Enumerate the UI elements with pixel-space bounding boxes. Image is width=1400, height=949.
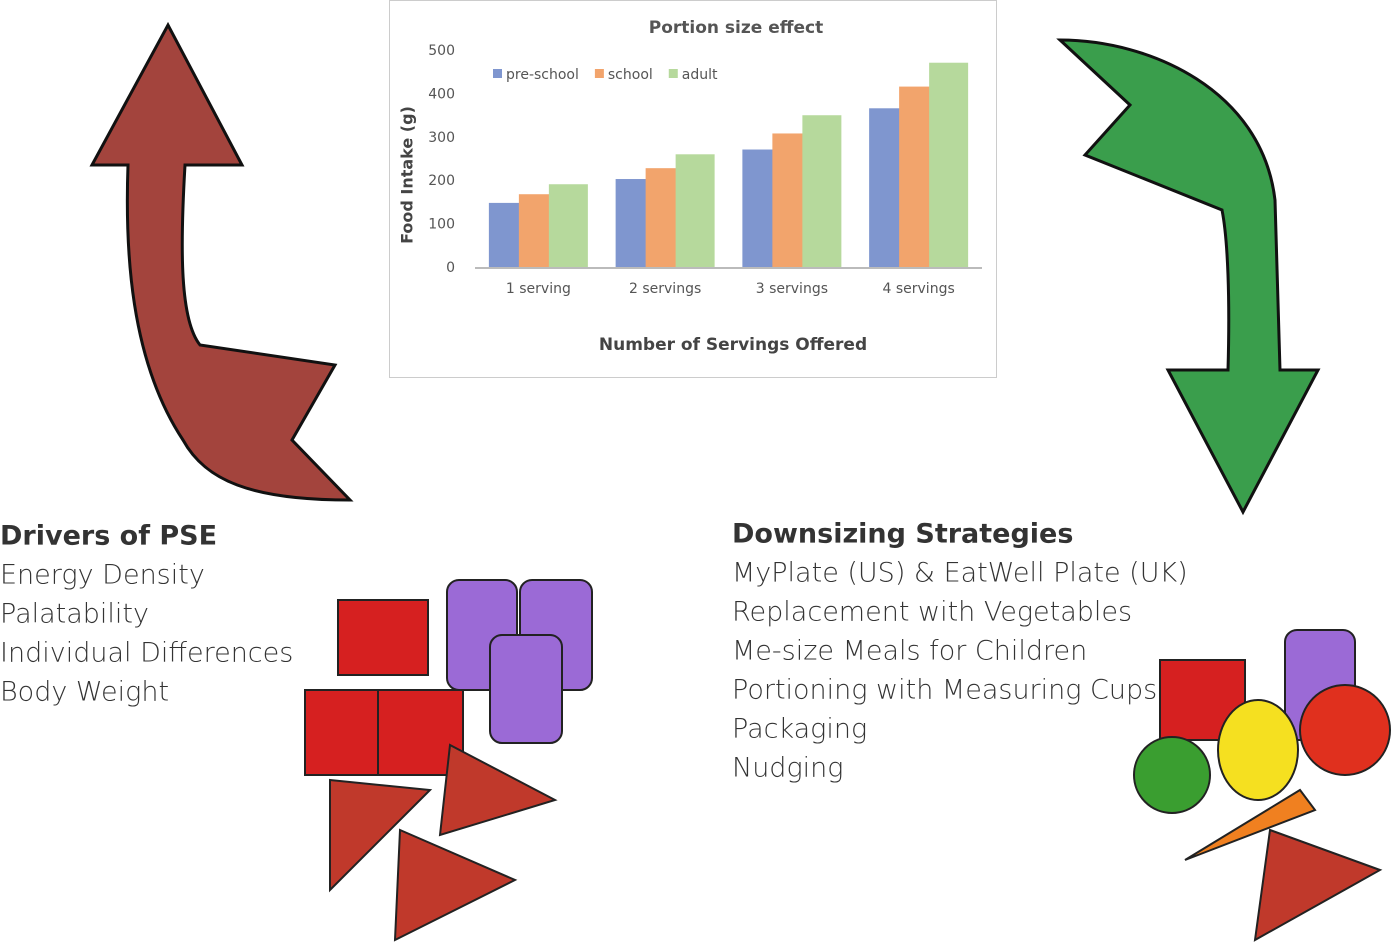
y-tick-label: 300 (428, 130, 455, 146)
chart-title: Portion size effect (649, 18, 824, 38)
driver-item: Palatability (0, 599, 149, 630)
fries (304, 689, 386, 776)
legend-swatch (668, 69, 678, 78)
y-tick-label: 0 (446, 260, 455, 276)
carrot (1184, 788, 1317, 861)
fries (337, 599, 429, 676)
red-arrow (89, 21, 354, 502)
y-tick-label: 100 (428, 217, 455, 233)
legend-label: pre-school (506, 67, 579, 83)
y-axis-label: Food Intake (g) (398, 106, 417, 244)
pizza (393, 828, 518, 942)
tomato (1299, 684, 1391, 776)
bar (675, 154, 715, 268)
strategy-item: Portioning with Measuring Cups (732, 675, 1157, 706)
drivers-title: Drivers of PSE (0, 521, 217, 552)
pizza (1253, 828, 1383, 942)
x-tick-label: 4 servings (883, 281, 955, 297)
pepper (1217, 699, 1299, 801)
junk-food (304, 579, 593, 942)
strategy-item: MyPlate (US) & EatWell Plate (UK) (732, 558, 1188, 589)
driver-item: Body Weight (0, 677, 169, 708)
pizza (438, 743, 558, 837)
strategy-item: Packaging (732, 714, 867, 745)
bar (929, 62, 969, 268)
x-tick-label: 1 serving (506, 281, 571, 297)
x-axis-label: Number of Servings Offered (599, 335, 867, 355)
can (489, 634, 563, 744)
driver-item: Individual Differences (0, 638, 293, 669)
driver-item: Energy Density (0, 560, 205, 591)
legend-label: school (608, 67, 653, 83)
strategy-item: Replacement with Vegetables (732, 597, 1132, 628)
strategy-item: Me-size Meals for Children (732, 636, 1087, 667)
x-tick-label: 2 servings (629, 281, 701, 297)
bar (802, 115, 842, 269)
y-tick-label: 200 (428, 173, 455, 189)
x-tick-label: 3 servings (756, 281, 828, 297)
bar (548, 184, 588, 268)
pizza (329, 778, 433, 893)
broccoli (1133, 736, 1211, 814)
green-arrow (1056, 38, 1321, 516)
legend-swatch (493, 69, 502, 78)
legend-swatch (594, 69, 604, 78)
strategy-item: Nudging (732, 753, 843, 784)
strategies-title: Downsizing Strategies (732, 519, 1073, 550)
healthy-food (1133, 629, 1391, 942)
legend-label: adult (682, 67, 718, 83)
y-tick-label: 400 (428, 86, 455, 102)
y-tick-label: 500 (428, 43, 455, 59)
